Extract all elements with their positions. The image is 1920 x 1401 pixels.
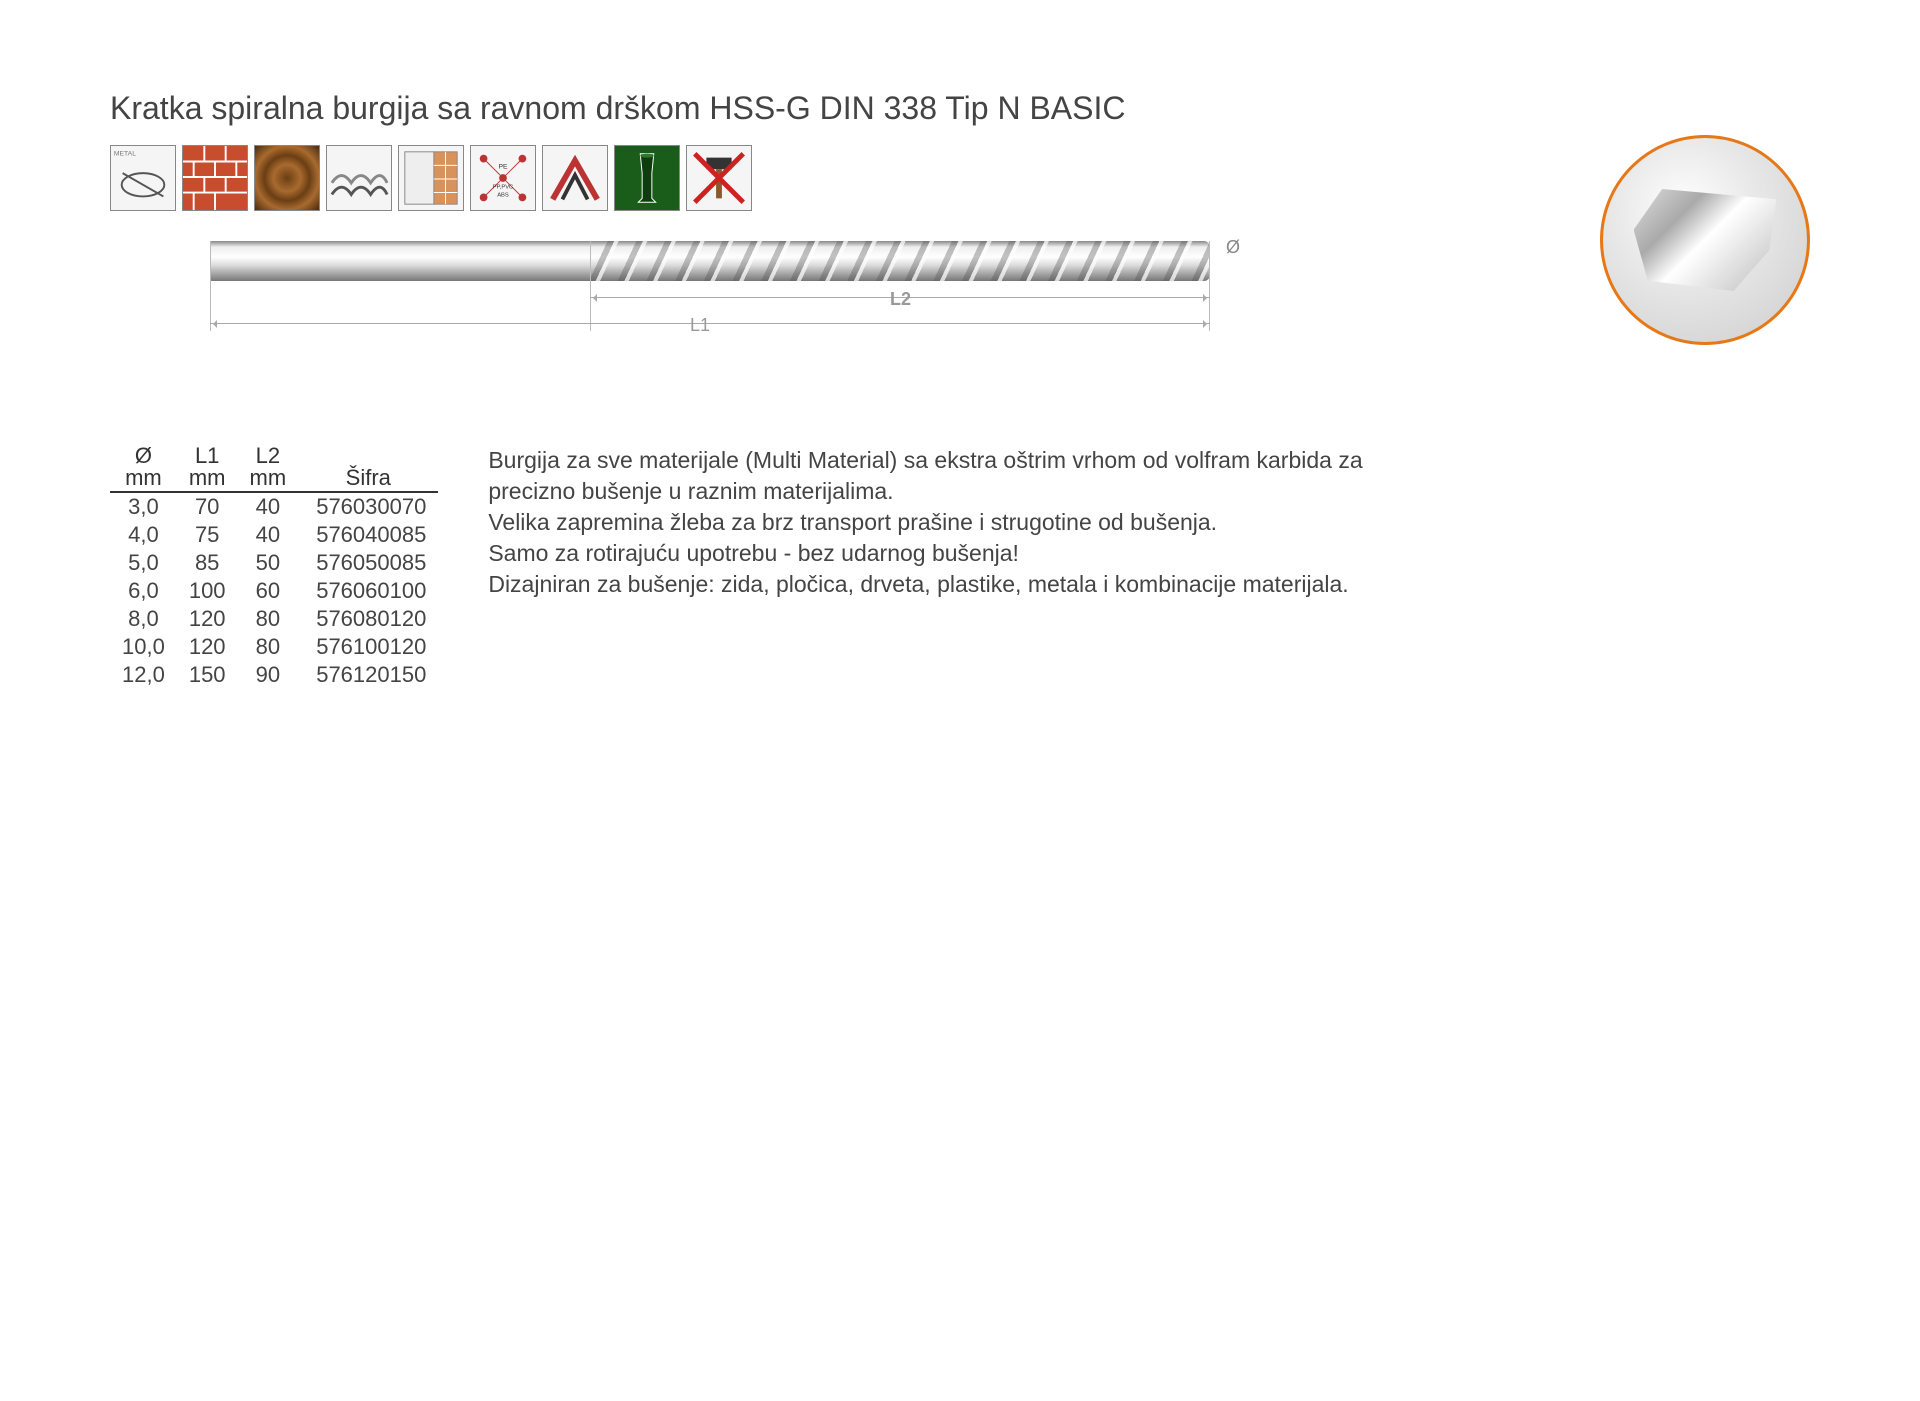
table-cell: 70 — [177, 492, 238, 521]
table-cell: 80 — [238, 633, 299, 661]
table-cell: 80 — [238, 605, 299, 633]
table-header: Ømm — [110, 445, 177, 492]
svg-text:METAL: METAL — [114, 151, 136, 158]
wood-icon — [254, 145, 320, 211]
drill-tip-detail — [1600, 135, 1810, 345]
table-cell: 576040085 — [298, 521, 438, 549]
table-cell: 576080120 — [298, 605, 438, 633]
roof-icon — [326, 145, 392, 211]
table-cell: 50 — [238, 549, 299, 577]
description-line: Burgija za sve materijale (Multi Materia… — [488, 445, 1438, 507]
glass-icon — [614, 145, 680, 211]
table-cell: 90 — [238, 661, 299, 689]
table-cell: 576030070 — [298, 492, 438, 521]
drill-illustration — [210, 241, 1210, 281]
table-cell: 60 — [238, 577, 299, 605]
table-cell: 100 — [177, 577, 238, 605]
plastic-icon: PE PP,PVCABS — [470, 145, 536, 211]
table-row: 5,08550576050085 — [110, 549, 438, 577]
table-row: 8,012080576080120 — [110, 605, 438, 633]
table-cell: 75 — [177, 521, 238, 549]
top-row: METAL PE PP,PVCABS — [110, 145, 1810, 345]
table-header: L1mm — [177, 445, 238, 492]
nohammer-house-icon — [542, 145, 608, 211]
table-cell: 120 — [177, 633, 238, 661]
table-cell: 576100120 — [298, 633, 438, 661]
table-row: 4,07540576040085 — [110, 521, 438, 549]
specifications-table: ØmmL1mmL2mmŠifra 3,070405760300704,07540… — [110, 445, 438, 689]
description-line: Dizajniran za bušenje: zida, pločica, dr… — [488, 569, 1438, 600]
table-cell: 150 — [177, 661, 238, 689]
drill-diagram: Ø L2 L1 — [210, 241, 1210, 281]
table-cell: 40 — [238, 492, 299, 521]
table-cell: 8,0 — [110, 605, 177, 633]
table-header: L2mm — [238, 445, 299, 492]
spec-table: ØmmL1mmL2mmŠifra 3,070405760300704,07540… — [110, 445, 438, 689]
table-cell: 40 — [238, 521, 299, 549]
brick-icon — [182, 145, 248, 211]
nohammer-icon — [686, 145, 752, 211]
table-row: 6,010060576060100 — [110, 577, 438, 605]
table-cell: 576050085 — [298, 549, 438, 577]
table-cell: 576120150 — [298, 661, 438, 689]
table-cell: 12,0 — [110, 661, 177, 689]
table-cell: 4,0 — [110, 521, 177, 549]
table-cell: 120 — [177, 605, 238, 633]
table-cell: 576060100 — [298, 577, 438, 605]
l2-label: L2 — [890, 289, 911, 310]
svg-text:PE: PE — [498, 163, 508, 170]
page-title: Kratka spiralna burgija sa ravnom drškom… — [110, 90, 1810, 127]
description-line: Samo za rotirajuću upotrebu - bez udarno… — [488, 538, 1438, 569]
metal-icon: METAL — [110, 145, 176, 211]
svg-text:ABS: ABS — [497, 192, 509, 198]
table-row: 3,07040576030070 — [110, 492, 438, 521]
table-cell: 85 — [177, 549, 238, 577]
table-cell: 5,0 — [110, 549, 177, 577]
product-description: Burgija za sve materijale (Multi Materia… — [488, 445, 1438, 689]
svg-text:PP,PVC: PP,PVC — [493, 185, 514, 191]
table-cell: 6,0 — [110, 577, 177, 605]
table-row: 10,012080576100120 — [110, 633, 438, 661]
content-row: ØmmL1mmL2mmŠifra 3,070405760300704,07540… — [110, 445, 1810, 689]
table-cell: 10,0 — [110, 633, 177, 661]
table-header: Šifra — [298, 445, 438, 492]
table-row: 12,015090576120150 — [110, 661, 438, 689]
l1-label: L1 — [690, 315, 710, 336]
diameter-label: Ø — [1226, 237, 1240, 258]
left-col: METAL PE PP,PVCABS — [110, 145, 1560, 301]
table-cell: 3,0 — [110, 492, 177, 521]
material-icons-row: METAL PE PP,PVCABS — [110, 145, 1560, 211]
tile-icon — [398, 145, 464, 211]
description-line: Velika zapremina žleba za brz transport … — [488, 507, 1438, 538]
